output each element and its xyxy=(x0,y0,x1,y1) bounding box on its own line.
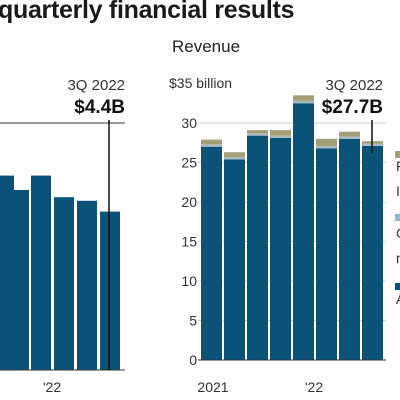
left-bar-3 xyxy=(9,190,29,370)
revenue-bar-q3-seg1 xyxy=(247,133,268,136)
left-bar-5 xyxy=(54,197,74,370)
revenue-y-tick-10: 10 xyxy=(181,273,197,289)
revenue-bar-group xyxy=(201,95,383,360)
revenue-bar-q7-seg1 xyxy=(339,136,360,139)
revenue-bar-q6-seg0 xyxy=(316,148,337,360)
left-annotation-period: 3Q 2022 xyxy=(67,77,125,94)
revenue-bar-q6-seg2 xyxy=(316,138,337,146)
revenue-y-tick-20: 20 xyxy=(181,194,197,210)
revenue-bar-q2-seg1 xyxy=(224,156,245,160)
legend-text-fragment-0: F xyxy=(396,158,400,174)
revenue-bar-q7-seg2 xyxy=(339,131,360,137)
revenue-bar-q1-seg1 xyxy=(201,144,222,147)
left-bar-group xyxy=(0,175,120,370)
revenue-x-tick-22: '22 xyxy=(305,379,323,395)
revenue-annotation-value: $27.7B xyxy=(322,97,383,118)
revenue-y-tick-25: 25 xyxy=(181,155,197,171)
revenue-bar-q3-seg2 xyxy=(247,130,268,134)
legend-text-fragment-2: C xyxy=(396,225,400,241)
left-annotation-value: $4.4B xyxy=(74,97,125,118)
revenue-bar-q4-seg0 xyxy=(270,138,291,360)
revenue-bar-q7-seg0 xyxy=(339,138,360,360)
page-title: quarterly financial results xyxy=(0,0,295,24)
revenue-chart: Revenue 0 5 10 15 20 25 30 $35 billion 3Q 2022… xyxy=(169,37,400,395)
left-x-tick-label: '22 xyxy=(43,379,61,395)
legend-text-fragment-4: A xyxy=(396,291,400,307)
revenue-bar-q5-seg1 xyxy=(293,100,314,104)
revenue-unit-label: $35 billion xyxy=(169,75,232,91)
left-chart: 3Q 2022 $4.4B '22 xyxy=(0,77,125,395)
revenue-bar-q2-seg2 xyxy=(224,152,245,157)
left-bar-6 xyxy=(77,200,97,370)
revenue-bar-q5-seg2 xyxy=(293,95,314,101)
revenue-bar-q5-seg0 xyxy=(293,103,314,360)
left-bar-4 xyxy=(31,175,51,370)
revenue-bar-q6-seg1 xyxy=(316,145,337,149)
revenue-legend: FI Cn A xyxy=(395,151,400,307)
revenue-x-tick-2021: 2021 xyxy=(197,379,228,395)
legend-swatch-top-segment xyxy=(395,151,400,158)
revenue-y-tick-5: 5 xyxy=(189,313,197,329)
revenue-y-tick-0: 0 xyxy=(189,352,197,368)
legend-swatch-light-blue xyxy=(395,214,400,221)
revenue-bar-q4-seg1 xyxy=(270,135,291,139)
revenue-bar-q8-seg0 xyxy=(362,145,383,360)
revenue-y-tick-15: 15 xyxy=(181,234,197,250)
revenue-bar-q4-seg2 xyxy=(270,130,291,136)
left-bar-7 xyxy=(100,211,120,370)
revenue-annotation-period: 3Q 2022 xyxy=(325,77,383,94)
revenue-y-tick-labels: 0 5 10 15 20 25 30 xyxy=(181,115,197,368)
revenue-bar-q1-seg0 xyxy=(201,146,222,360)
revenue-bar-q1-seg2 xyxy=(201,139,222,145)
legend-swatch-primary xyxy=(395,283,400,290)
revenue-bar-q3-seg0 xyxy=(247,135,268,360)
revenue-y-tick-30: 30 xyxy=(181,115,197,131)
legend-text-fragment-1: I xyxy=(396,183,400,199)
legend-text-fragment-3: n xyxy=(396,250,400,266)
revenue-bar-q2-seg0 xyxy=(224,159,245,360)
revenue-subtitle: Revenue xyxy=(172,37,240,56)
